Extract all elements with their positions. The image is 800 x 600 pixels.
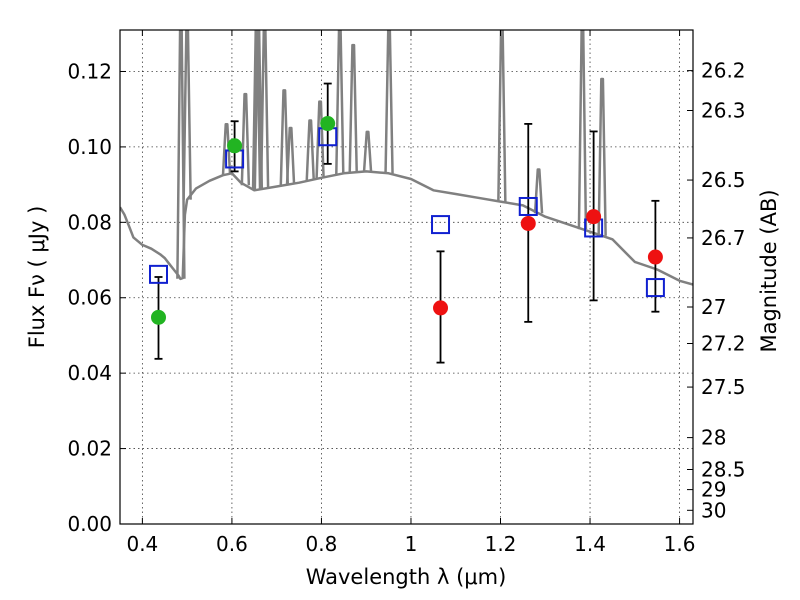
- x-tick-label: 1.2: [485, 532, 517, 556]
- emission-line: [315, 100, 325, 179]
- right-tick-label: 30: [701, 498, 726, 522]
- y-tick-label: 0.12: [67, 59, 112, 83]
- y-axis: 0.00 0.02 0.04 0.06 0.08 0.10 0.12: [67, 59, 126, 536]
- x-tick-label: 1: [405, 532, 418, 556]
- y-tick-label: 0.08: [67, 210, 112, 234]
- emission-line: [497, 30, 507, 202]
- data-point: [520, 215, 536, 231]
- spectrum-series: [120, 30, 693, 286]
- emission-line: [384, 30, 394, 174]
- data-point: [647, 249, 663, 265]
- data-point: [433, 300, 449, 316]
- emission-line: [362, 130, 373, 172]
- emission-line: [240, 92, 251, 186]
- model-square: [518, 196, 538, 216]
- right-axis-label: Magnitude (AB): [757, 189, 781, 352]
- right-tick-label: 26.7: [701, 226, 746, 250]
- emission-line: [259, 30, 270, 189]
- right-tick-label: 27.2: [701, 331, 746, 355]
- right-tick-label: 28: [701, 426, 726, 450]
- x-tick-label: 1.4: [574, 532, 606, 556]
- data-marks: [148, 82, 665, 364]
- emission-line: [285, 126, 296, 185]
- x-axis: 0.4 0.6 0.8 1 1.2 1.4 1.6: [126, 30, 695, 556]
- emission-line: [279, 89, 290, 186]
- y-axis-label: Flux Fν ( μJy ): [25, 206, 49, 349]
- emission-line: [335, 30, 345, 175]
- emission-line: [176, 30, 186, 279]
- data-point: [320, 116, 336, 132]
- y-tick-label: 0.06: [67, 286, 112, 310]
- x-tick-label: 0.8: [306, 532, 338, 556]
- emission-line: [577, 30, 588, 230]
- y-tick-label: 0.10: [67, 135, 112, 159]
- model-square: [645, 278, 665, 298]
- model-square: [431, 215, 451, 235]
- spectrum-line: [120, 170, 693, 286]
- right-tick-label: 27: [701, 295, 726, 319]
- y-tick-label: 0.04: [67, 361, 112, 385]
- right-tick-label: 26.5: [701, 168, 746, 192]
- emission-line: [597, 77, 607, 236]
- emission-line: [348, 43, 358, 173]
- x-tick-label: 1.6: [664, 532, 696, 556]
- right-tick-label: 28.5: [701, 457, 746, 481]
- plot-frame: [119, 29, 694, 525]
- model-square: [148, 264, 168, 284]
- right-tick-label: 26.3: [701, 98, 746, 122]
- y-tick-label: 0.02: [67, 437, 112, 461]
- emission-line: [251, 30, 262, 190]
- x-tick-label: 0.6: [216, 532, 248, 556]
- right-tick-label: 26.2: [701, 59, 746, 83]
- x-axis-label: Wavelength λ (μm): [306, 565, 507, 589]
- plot-area: [120, 30, 693, 364]
- emission-line: [533, 168, 544, 214]
- y-tick-label: 0.00: [67, 512, 112, 536]
- emission-line: [305, 119, 316, 181]
- emission-line: [253, 30, 264, 190]
- right-tick-label: 29: [701, 478, 726, 502]
- data-point: [586, 209, 602, 225]
- data-point: [150, 309, 166, 325]
- x-tick-label: 0.4: [126, 532, 158, 556]
- emission-line: [182, 30, 192, 200]
- data-point: [227, 138, 243, 154]
- right-tick-label: 27.5: [701, 375, 746, 399]
